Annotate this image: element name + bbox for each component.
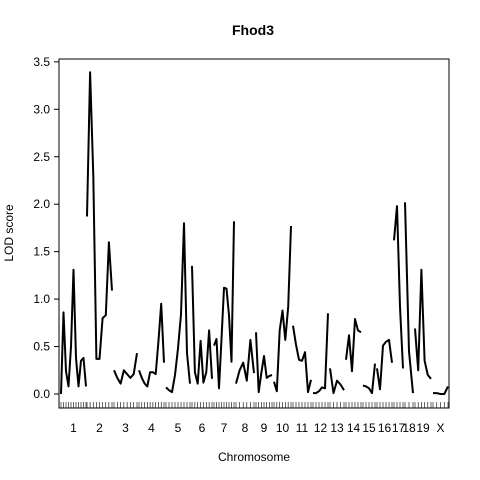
chromosome-label: 1	[70, 421, 77, 435]
y-tick-label: 1.5	[33, 245, 50, 259]
y-axis-label: LOD score	[2, 204, 16, 262]
chromosome-label: 12	[314, 421, 328, 435]
marker-rug	[60, 402, 449, 408]
chromosome-label: 5	[175, 421, 182, 435]
lod-line-chr-14	[345, 318, 362, 373]
chromosome-label: 18	[402, 421, 416, 435]
chromosome-label: 16	[378, 421, 392, 435]
y-tick-label: 2.0	[33, 197, 50, 211]
lod-line-chr-X	[433, 385, 449, 395]
lod-line-chr-12	[313, 313, 329, 395]
chromosome-label: 11	[296, 421, 309, 435]
lod-series	[60, 71, 449, 395]
lod-line-chr-11	[292, 325, 312, 394]
chromosome-label: 13	[330, 421, 344, 435]
chromosome-label: 10	[276, 421, 290, 435]
x-axis-label: Chromosome	[218, 450, 290, 464]
chromosome-label: 15	[362, 421, 376, 435]
chromosome-label: 14	[347, 421, 361, 435]
lod-line-chr-4	[138, 302, 165, 388]
lod-line-chr-7	[213, 221, 235, 390]
y-tick-label: 3.0	[33, 102, 50, 116]
lod-line-chr-3	[113, 353, 138, 385]
chromosome-label: 19	[416, 421, 430, 435]
y-tick-label: 2.5	[33, 150, 50, 164]
y-tick-label: 1.0	[33, 292, 50, 306]
lod-line-chr-2	[86, 71, 113, 360]
chromosome-label: 17	[392, 421, 406, 435]
chromosome-label: 7	[221, 421, 228, 435]
chart-title: Fhod3	[232, 22, 274, 38]
lod-line-chr-19	[414, 268, 432, 380]
y-tick-label: 0.5	[33, 340, 50, 354]
chromosome-label: X	[436, 421, 444, 435]
lod-line-chr-9	[255, 332, 273, 394]
chromosome-label: 8	[242, 421, 249, 435]
lod-line-chr-10	[273, 225, 292, 393]
lod-line-chr-1	[60, 268, 87, 395]
lod-line-chr-13	[329, 368, 345, 395]
chromosome-label: 4	[148, 421, 155, 435]
chromosome-label: 6	[199, 421, 206, 435]
lod-line-chr-17	[393, 205, 404, 369]
y-axis: 0.0 0.5 1.0 1.5 2.0 2.5 3.0 3.5	[33, 55, 59, 401]
chromosome-label: 3	[122, 421, 129, 435]
lod-line-chr-16	[376, 338, 393, 391]
chromosome-label: 9	[261, 421, 268, 435]
y-tick-label: 0.0	[33, 387, 50, 401]
lod-line-chr-18	[404, 202, 414, 394]
lod-line-chr-5	[165, 222, 191, 394]
lod-line-chr-8	[235, 338, 255, 384]
lod-line-chr-15	[362, 363, 376, 395]
chromosome-label: 2	[96, 421, 103, 435]
lod-line-chr-6	[191, 265, 213, 385]
y-tick-label: 3.5	[33, 55, 50, 69]
